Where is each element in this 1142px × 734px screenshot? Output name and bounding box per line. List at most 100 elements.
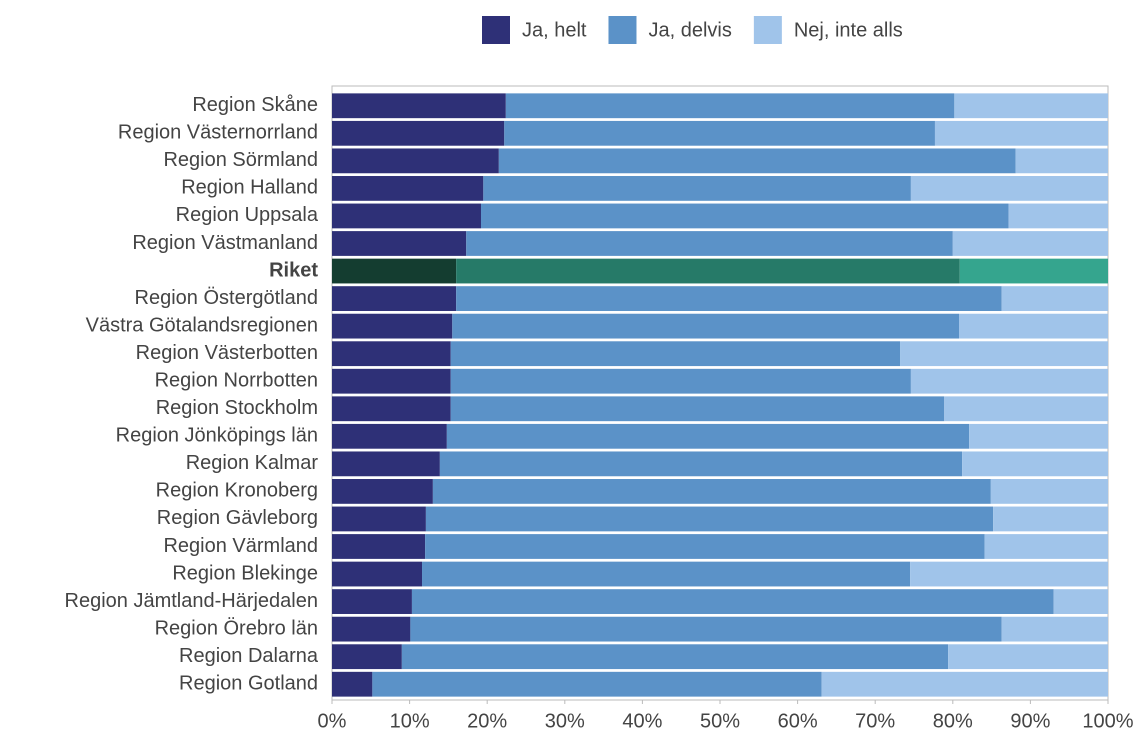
bar-segment	[948, 644, 1108, 670]
bar-segment	[1015, 148, 1108, 174]
bar-segment	[332, 313, 453, 339]
bar-segment	[372, 671, 822, 697]
legend-label: Ja, delvis	[648, 19, 731, 41]
bar-segment	[993, 506, 1108, 532]
y-tick-label: Region Kronoberg	[156, 480, 318, 502]
bar-segment	[401, 644, 949, 670]
y-tick-label: Riket	[269, 259, 318, 281]
bar-segment	[954, 93, 1108, 119]
bar-segment	[332, 506, 426, 532]
bar-segment	[439, 451, 963, 477]
bar-segment	[432, 479, 991, 504]
bar-segment	[962, 451, 1108, 477]
x-tick-label: 70%	[855, 710, 895, 732]
y-tick-label: Region Sörmland	[163, 149, 318, 171]
bar-segment	[1001, 616, 1108, 642]
bar-segment	[450, 396, 945, 422]
y-tick-label: Region Uppsala	[176, 204, 319, 226]
bar-segment	[332, 479, 433, 504]
bar-segment	[504, 120, 935, 146]
bar-segment	[332, 671, 373, 697]
x-tick-label: 30%	[545, 710, 585, 732]
legend-label: Ja, helt	[522, 19, 587, 41]
bar-segment	[959, 258, 1108, 284]
y-tick-label: Region Dalarna	[179, 645, 319, 667]
bar-segment	[969, 423, 1108, 449]
bar-segment	[959, 313, 1108, 339]
bar-segment	[332, 534, 426, 559]
bar-segment	[332, 341, 451, 367]
bar-segment	[505, 93, 955, 119]
bar-segment	[498, 148, 1016, 174]
bar-segment	[332, 120, 505, 146]
y-tick-label: Region Norrbotten	[155, 370, 318, 392]
bar-segment	[1053, 589, 1108, 614]
y-tick-label: Region Gävleborg	[157, 507, 318, 529]
y-tick-label: Region Västernorrland	[118, 122, 318, 144]
bar-segment	[456, 286, 1002, 311]
bar-segment	[1001, 286, 1108, 311]
legend-swatch	[753, 16, 782, 44]
bar-segment	[984, 534, 1108, 559]
bar-segment	[332, 231, 467, 256]
y-tick-label: Region Kalmar	[186, 452, 319, 474]
bar-segment	[332, 589, 412, 614]
x-tick-label: 10%	[390, 710, 430, 732]
bar-segment	[425, 534, 985, 559]
y-tick-label: Region Västerbotten	[136, 342, 318, 364]
bar-segment	[1008, 203, 1108, 229]
bar-segment	[332, 451, 440, 477]
x-tick-label: 60%	[778, 710, 818, 732]
bar-segment	[450, 368, 911, 394]
bar-segment	[332, 258, 457, 284]
y-tick-label: Region Blekinge	[172, 562, 318, 584]
bar-segment	[944, 396, 1108, 422]
y-tick-label: Västra Götalandsregionen	[86, 314, 318, 336]
bar-segment	[332, 286, 457, 311]
bar-segment	[910, 176, 1108, 201]
bar-segment	[934, 120, 1108, 146]
bar-segment	[332, 93, 506, 119]
bar-segment	[332, 396, 451, 422]
bar-segment	[910, 368, 1108, 394]
x-tick-label: 90%	[1010, 710, 1050, 732]
x-tick-label: 100%	[1082, 710, 1133, 732]
legend-label: Nej, inte alls	[794, 19, 903, 41]
x-tick-label: 40%	[622, 710, 662, 732]
bar-segment	[332, 148, 499, 174]
bar-segment	[425, 506, 994, 532]
bar-segment	[410, 616, 1002, 642]
x-tick-label: 50%	[700, 710, 740, 732]
bar-segment	[466, 231, 953, 256]
bar-segment	[332, 644, 402, 670]
bar-segment	[450, 341, 901, 367]
y-tick-label: Region Östergötland	[135, 287, 318, 309]
bar-segment	[952, 231, 1108, 256]
bar-segment	[411, 589, 1054, 614]
x-tick-label: 0%	[318, 710, 347, 732]
bar-segment	[332, 368, 451, 394]
bar-segment	[483, 176, 911, 201]
bar-segment	[332, 176, 484, 201]
bar-segment	[446, 423, 970, 449]
bar-segment	[480, 203, 1009, 229]
legend-swatch	[482, 16, 510, 44]
x-tick-label: 20%	[467, 710, 507, 732]
bar-segment	[900, 341, 1108, 367]
y-tick-label: Region Värmland	[163, 535, 318, 557]
y-tick-label: Region Skåne	[192, 94, 318, 116]
x-tick-label: 80%	[933, 710, 973, 732]
bar-segment	[821, 671, 1108, 697]
y-tick-label: Region Halland	[181, 177, 318, 199]
y-tick-label: Region Jönköpings län	[116, 425, 318, 447]
bar-segment	[332, 561, 423, 587]
bar-segment	[332, 616, 411, 642]
y-tick-label: Region Västmanland	[132, 232, 318, 254]
bar-segment	[456, 258, 960, 284]
y-tick-label: Region Stockholm	[156, 397, 318, 419]
y-tick-label: Region Jämtland-Härjedalen	[65, 590, 318, 612]
bar-segment	[332, 203, 481, 229]
bar-segment	[422, 561, 911, 587]
bar-segment	[990, 479, 1108, 504]
